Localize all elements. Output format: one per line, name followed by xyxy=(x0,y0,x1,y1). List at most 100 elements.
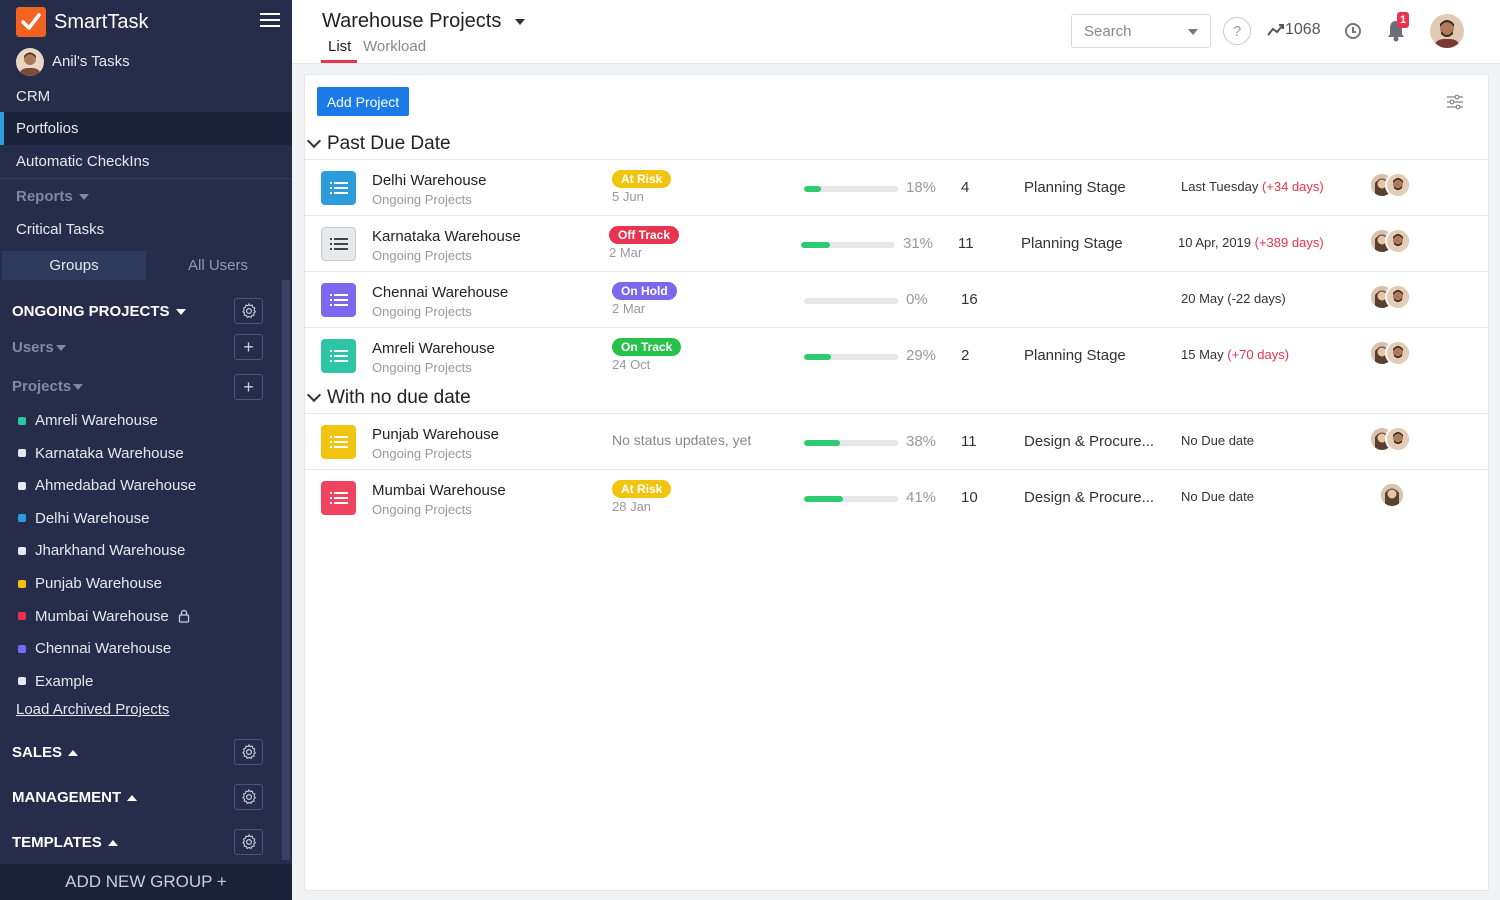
sidebar-project-label: Amreli Warehouse xyxy=(35,412,158,429)
projects-header[interactable]: Projects xyxy=(12,378,84,395)
task-count: 16 xyxy=(961,291,978,308)
notification-badge: 1 xyxy=(1397,12,1409,28)
project-name[interactable]: Amreli Warehouse xyxy=(372,340,495,357)
sidebar-project-label: Chennai Warehouse xyxy=(35,640,172,658)
sidebar-project-item[interactable]: Mumbai Warehouse xyxy=(18,608,190,625)
clock-icon[interactable] xyxy=(1345,23,1361,39)
project-name[interactable]: Delhi Warehouse xyxy=(372,172,487,189)
templates-header[interactable]: TEMPLATES xyxy=(12,834,118,851)
list-icon[interactable] xyxy=(321,481,356,515)
project-row[interactable]: Delhi Warehouse Ongoing Projects At Risk 5 … xyxy=(305,159,1488,215)
sidebar-item-my-tasks[interactable]: Anil's Tasks xyxy=(0,45,292,78)
project-name[interactable]: Mumbai Warehouse xyxy=(372,482,506,499)
list-icon[interactable] xyxy=(321,339,356,373)
project-row[interactable]: Amreli Warehouse Ongoing Projects On Track… xyxy=(305,327,1488,383)
list-icon[interactable] xyxy=(321,425,356,459)
project-name[interactable]: Chennai Warehouse xyxy=(372,284,509,301)
project-row[interactable]: Mumbai Warehouse Ongoing Projects At Risk 2… xyxy=(305,469,1488,525)
project-row[interactable]: Karnataka Warehouse Ongoing Projects Off T… xyxy=(305,215,1488,271)
sidebar-project-item[interactable]: Punjab Warehouse xyxy=(18,575,162,592)
add-project-button[interactable]: Add Project xyxy=(317,87,409,116)
assignee-avatar[interactable] xyxy=(1385,172,1411,198)
sidebar-project-label: Ahmedabad Warehouse xyxy=(35,477,197,495)
tab-workload[interactable]: Workload xyxy=(363,38,427,55)
list-icon[interactable] xyxy=(321,171,356,205)
sales-settings-button[interactable] xyxy=(234,739,263,765)
tab-all-users[interactable]: All Users xyxy=(146,251,290,280)
filter-settings-icon[interactable] xyxy=(1446,94,1464,110)
tab-list[interactable]: List xyxy=(328,38,352,55)
add-user-button[interactable]: + xyxy=(234,334,263,360)
user-avatar[interactable] xyxy=(1430,14,1464,48)
group-title: Past Due Date xyxy=(327,133,451,154)
assignee-avatars[interactable] xyxy=(1369,284,1411,310)
status-badge[interactable]: At Risk xyxy=(612,480,672,498)
add-project-side-button[interactable]: + xyxy=(234,374,263,400)
load-archived-link[interactable]: Load Archived Projects xyxy=(16,701,170,718)
list-icon[interactable] xyxy=(321,227,356,261)
project-color-dot xyxy=(18,416,26,425)
settings-button[interactable] xyxy=(234,298,263,324)
sidebar-project-item[interactable]: Jharkhand Warehouse xyxy=(18,542,185,559)
assignee-avatars[interactable] xyxy=(1379,482,1405,508)
project-name[interactable]: Punjab Warehouse xyxy=(372,426,500,443)
assignee-avatars[interactable] xyxy=(1369,426,1411,452)
sidebar-item-label: Critical Tasks xyxy=(16,221,105,238)
project-row[interactable]: Punjab Warehouse Ongoing Projects No statu… xyxy=(305,413,1488,469)
status-badge[interactable]: On Hold xyxy=(612,282,677,300)
section-title: Projects xyxy=(12,378,72,395)
tab-groups[interactable]: Groups xyxy=(2,251,146,280)
sidebar-project-label: Example xyxy=(35,672,94,690)
page-title[interactable]: Warehouse Projects xyxy=(322,10,526,33)
sidebar-item-reports[interactable]: Reports xyxy=(0,180,292,213)
lock-icon xyxy=(178,609,189,623)
assignee-avatar[interactable] xyxy=(1385,340,1411,366)
active-tab-indicator xyxy=(321,60,357,63)
group-header[interactable]: Past Due Date xyxy=(306,133,451,155)
sidebar-project-item[interactable]: Example xyxy=(18,673,93,690)
sales-header[interactable]: SALES xyxy=(12,744,79,761)
group-header[interactable]: With no due date xyxy=(306,387,471,409)
assignee-avatars[interactable] xyxy=(1369,340,1411,366)
progress-percent: 38% xyxy=(906,433,937,450)
sidebar-item-crm[interactable]: CRM xyxy=(0,80,292,113)
due-date: No Due date xyxy=(1181,489,1254,504)
sidebar-item-critical-tasks[interactable]: Critical Tasks xyxy=(0,213,292,246)
status-badge[interactable]: Off Track xyxy=(609,226,680,244)
assignee-avatars[interactable] xyxy=(1369,228,1411,254)
list-icon[interactable] xyxy=(321,283,356,317)
status-badge[interactable]: At Risk xyxy=(612,170,672,188)
sidebar-project-item[interactable]: Amreli Warehouse xyxy=(18,412,158,429)
hamburger-menu-icon[interactable] xyxy=(260,13,280,29)
project-portfolio: Ongoing Projects xyxy=(372,360,472,375)
search-input[interactable]: Search xyxy=(1071,14,1211,48)
assignee-avatar[interactable] xyxy=(1385,228,1411,254)
assignee-avatar[interactable] xyxy=(1385,284,1411,310)
users-header[interactable]: Users xyxy=(12,339,66,356)
assignee-avatar[interactable] xyxy=(1379,482,1405,508)
assignee-avatars[interactable] xyxy=(1369,172,1411,198)
templates-settings-button[interactable] xyxy=(234,829,263,855)
help-button[interactable]: ? xyxy=(1223,17,1251,45)
project-name[interactable]: Karnataka Warehouse xyxy=(372,228,521,245)
sidebar-project-item[interactable]: Delhi Warehouse xyxy=(18,510,150,527)
status-date: 24 Oct xyxy=(612,357,651,372)
task-count: 2 xyxy=(961,347,970,364)
sidebar-project-item[interactable]: Ahmedabad Warehouse xyxy=(18,477,196,494)
sidebar-project-item[interactable]: Chennai Warehouse xyxy=(18,640,171,657)
sidebar-item-portfolios[interactable]: Portfolios xyxy=(0,112,292,145)
add-new-group-button[interactable]: ADD NEW GROUP + xyxy=(0,864,292,900)
management-header[interactable]: MANAGEMENT xyxy=(12,789,138,806)
task-count: 11 xyxy=(958,235,974,252)
assignee-avatar[interactable] xyxy=(1385,426,1411,452)
caret-up-icon xyxy=(107,839,118,846)
sidebar-scrollbar[interactable] xyxy=(282,280,290,860)
sidebar-item-checkins[interactable]: Automatic CheckIns xyxy=(0,145,292,178)
ongoing-projects-header[interactable]: ONGOING PROJECTS xyxy=(12,303,186,320)
sidebar-project-item[interactable]: Karnataka Warehouse xyxy=(18,445,184,462)
project-stage: Design & Procure... xyxy=(1024,433,1155,450)
status-badge[interactable]: On Track xyxy=(612,338,682,356)
project-row[interactable]: Chennai Warehouse Ongoing Projects On Hold… xyxy=(305,271,1488,327)
karma-points[interactable]: 1068 xyxy=(1267,21,1321,39)
management-settings-button[interactable] xyxy=(234,784,263,810)
